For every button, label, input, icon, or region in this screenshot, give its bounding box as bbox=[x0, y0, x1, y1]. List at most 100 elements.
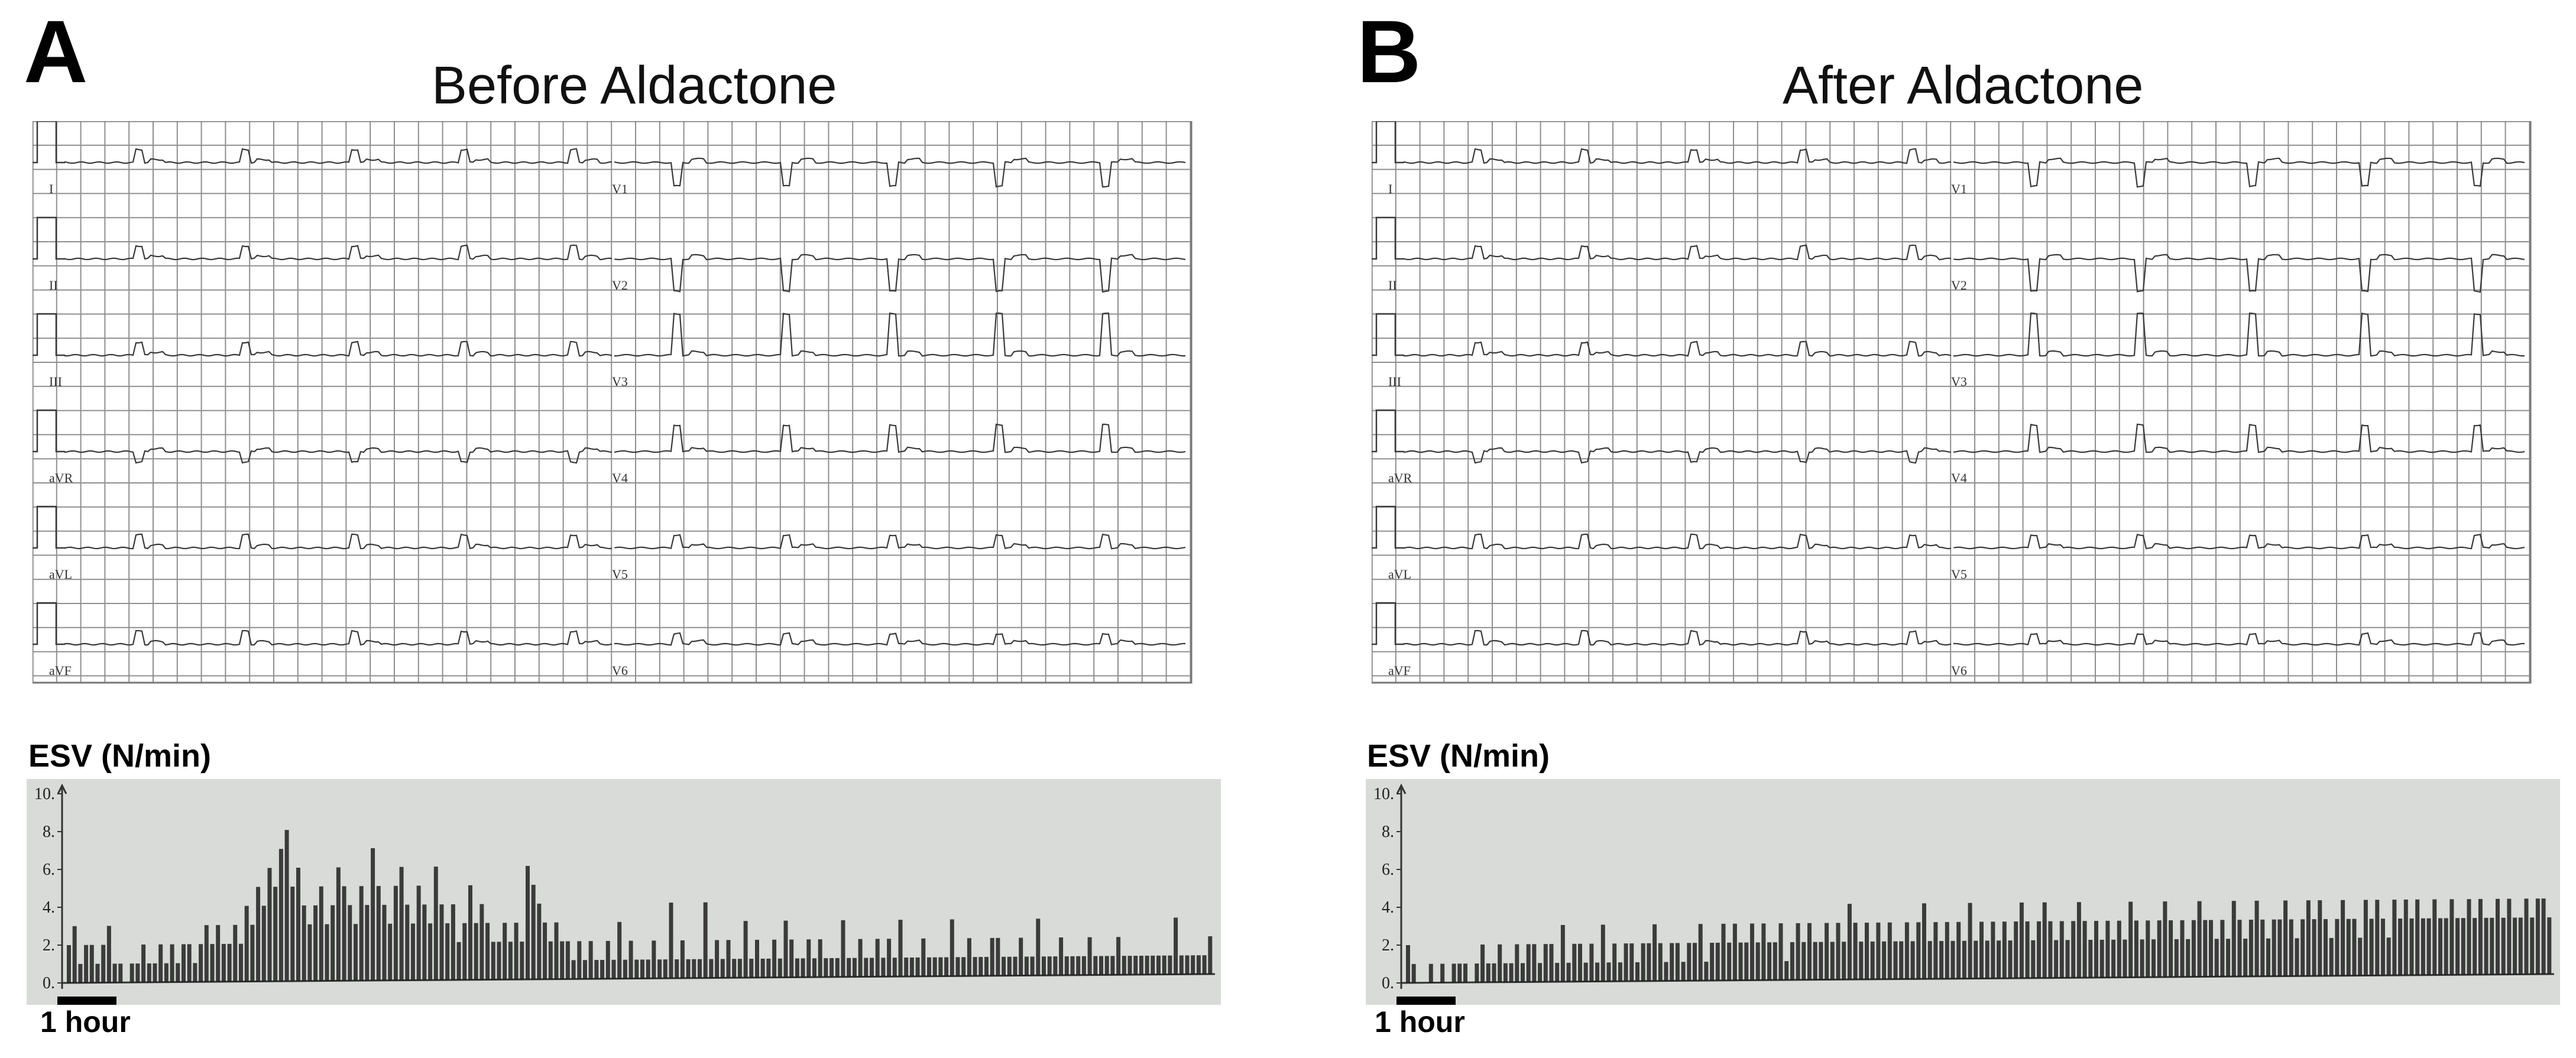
esv-bar bbox=[1457, 963, 1462, 983]
esv-bar bbox=[554, 922, 559, 979]
esv-bar bbox=[129, 963, 134, 983]
esv-bar bbox=[915, 957, 920, 976]
esv-bar bbox=[2335, 919, 2340, 976]
esv-bar bbox=[1042, 956, 1046, 976]
y-tick-label: 4. bbox=[43, 898, 55, 917]
esv-bar bbox=[743, 921, 748, 978]
esv-bar bbox=[2507, 898, 2512, 975]
esv-bar bbox=[1480, 945, 1485, 983]
esv-bar bbox=[244, 906, 249, 982]
esv-bar bbox=[1081, 956, 1086, 975]
esv-bar bbox=[2386, 937, 2391, 976]
esv-bar bbox=[2048, 921, 2053, 978]
esv-bar bbox=[1962, 940, 1966, 979]
esv-bar bbox=[2381, 919, 2385, 976]
esv-bar bbox=[170, 944, 174, 982]
lead-label: V3 bbox=[612, 374, 628, 389]
esv-bar bbox=[2128, 901, 2133, 978]
esv-bar bbox=[1070, 956, 1075, 975]
esv-bar bbox=[2151, 939, 2156, 978]
esv-bar bbox=[1991, 921, 1995, 979]
esv-bar bbox=[416, 885, 421, 981]
esv-bar bbox=[875, 939, 880, 977]
esv-bar bbox=[445, 923, 450, 981]
esv-chart-a: 0. 2. 4. 6. 8. 10. bbox=[27, 779, 1221, 1005]
esv-bar bbox=[1761, 923, 1766, 981]
esv-bar bbox=[112, 963, 117, 983]
esv-bar bbox=[2415, 899, 2420, 975]
esv-bar bbox=[1652, 924, 1657, 981]
esv-bar bbox=[84, 945, 89, 983]
esv-bar bbox=[399, 866, 404, 981]
esv-bar bbox=[1693, 943, 1697, 981]
esv-bar bbox=[2346, 919, 2351, 976]
y-tick-label: 4. bbox=[1382, 898, 1394, 917]
esv-bar bbox=[686, 959, 691, 978]
esv-bar bbox=[2099, 939, 2104, 978]
esv-bar bbox=[2272, 919, 2276, 976]
esv-bar bbox=[1664, 962, 1668, 981]
esv-bar bbox=[2375, 900, 2380, 976]
esv-bar bbox=[2295, 938, 2299, 976]
esv-bar bbox=[182, 944, 186, 982]
esv-bar bbox=[777, 958, 782, 978]
esv-bar bbox=[772, 939, 777, 978]
esv-bar bbox=[1704, 962, 1709, 981]
esv-bar bbox=[1174, 917, 1178, 975]
esv-bar bbox=[388, 923, 393, 981]
esv-bar bbox=[847, 958, 851, 977]
esv-bar bbox=[2014, 921, 2018, 979]
esv-bar bbox=[1727, 942, 1732, 981]
esv-bar bbox=[1451, 963, 1456, 983]
esv-bar bbox=[118, 963, 123, 983]
lead-label: aVL bbox=[1388, 567, 1411, 582]
esv-bar bbox=[2352, 919, 2357, 976]
esv-bar bbox=[2484, 917, 2488, 975]
esv-bar bbox=[2392, 900, 2397, 976]
esv-bar bbox=[2461, 918, 2465, 975]
esv-bar bbox=[1538, 963, 1543, 982]
lead-label: V6 bbox=[612, 663, 628, 678]
esv-bar bbox=[371, 848, 375, 981]
esv-bar bbox=[1710, 943, 1715, 981]
esv-bar bbox=[78, 963, 83, 983]
esv-bar bbox=[95, 963, 100, 983]
esv-bar bbox=[1974, 940, 1978, 979]
esv-bar bbox=[2426, 918, 2431, 975]
esv-bar bbox=[302, 905, 306, 981]
esv-bar bbox=[2409, 918, 2414, 975]
esv-bar bbox=[1956, 921, 1961, 979]
esv-bar bbox=[565, 941, 570, 979]
esv-bar bbox=[1002, 956, 1006, 976]
y-tick-label: 8. bbox=[43, 823, 55, 841]
lead-label: aVL bbox=[49, 567, 72, 582]
esv-bar bbox=[1526, 944, 1531, 982]
esv-bar bbox=[2266, 938, 2270, 976]
esv-bar bbox=[250, 924, 255, 982]
esv-bar bbox=[1116, 937, 1121, 975]
esv-bar bbox=[1104, 956, 1109, 975]
lead-label: I bbox=[1388, 181, 1392, 196]
esv-bar bbox=[2214, 939, 2219, 977]
esv-bar bbox=[978, 957, 983, 976]
lead-label: V2 bbox=[612, 278, 628, 293]
esv-bar bbox=[2082, 921, 2087, 978]
esv-bar bbox=[2478, 898, 2483, 975]
esv-bar bbox=[2042, 902, 2047, 978]
lead-label: aVF bbox=[49, 663, 72, 678]
esv-bar bbox=[2358, 937, 2363, 976]
esv-bar bbox=[1738, 942, 1743, 981]
esv-bar bbox=[2248, 919, 2253, 976]
esv-bar bbox=[720, 959, 725, 978]
lead-label: V1 bbox=[612, 181, 628, 196]
esv-bar bbox=[1715, 942, 1720, 981]
esv-bar bbox=[2518, 917, 2523, 975]
esv-bar bbox=[864, 958, 869, 977]
esv-bar bbox=[737, 959, 742, 978]
esv-bar bbox=[841, 920, 845, 977]
esv-bar bbox=[1778, 923, 1783, 981]
esv-bar bbox=[1064, 956, 1069, 975]
esv-bar bbox=[2002, 921, 2007, 979]
esv-bar bbox=[1047, 956, 1052, 976]
esv-bar bbox=[950, 919, 954, 976]
